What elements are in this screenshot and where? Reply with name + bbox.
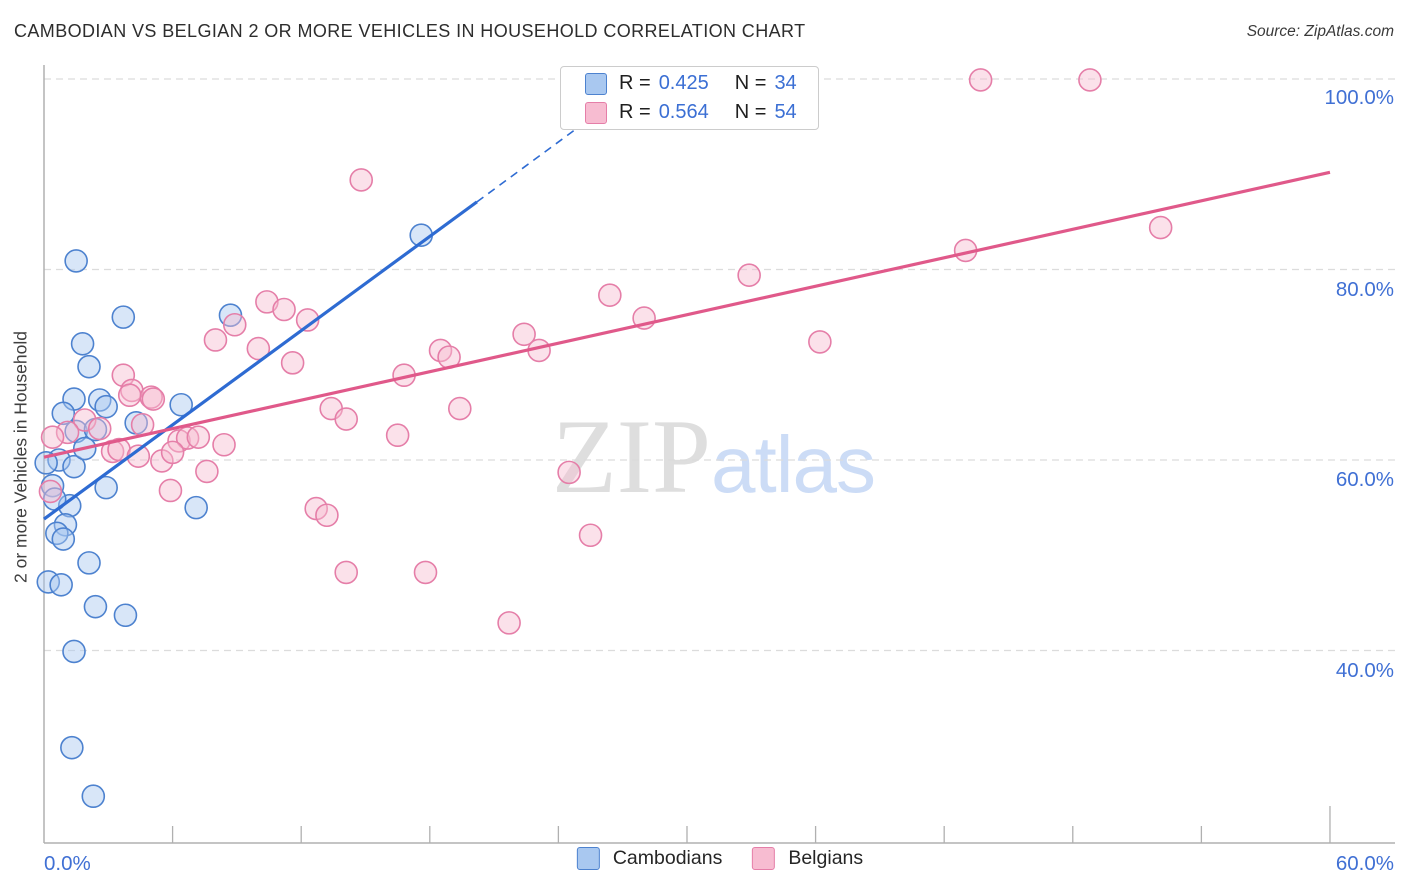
legend-label-belgians: Belgians — [788, 847, 864, 869]
legend-label-cambodians: Cambodians — [612, 847, 723, 869]
cambodians-swatch-icon — [585, 72, 607, 95]
scatter-point-belgians — [222, 312, 247, 337]
scatter-point-cambodians — [94, 475, 118, 500]
correlation-legend-box: R = 0.425 N = 34 R = 0.564 N = 54 — [560, 66, 819, 130]
y-axis-title: 2 or more Vehicles in Household — [10, 331, 31, 583]
y-tick-label-40: 40.0% — [1335, 659, 1394, 682]
scatter-point-belgians — [497, 611, 521, 635]
r-value-belgians: 0.564 — [658, 101, 709, 123]
y-tick-label-100: 100.0% — [1324, 86, 1394, 109]
scatter-point-cambodians — [94, 394, 118, 419]
scatter-point-belgians — [160, 440, 185, 465]
belgians-swatch-icon — [752, 847, 776, 870]
scatter-point-cambodians — [57, 493, 82, 518]
scatter-point-belgians — [280, 351, 305, 375]
scatter-point-cambodians — [34, 451, 58, 475]
scatter-point-belgians — [315, 503, 339, 528]
scatter-point-belgians — [1148, 215, 1173, 240]
y-tick-label-80: 80.0% — [1335, 278, 1394, 301]
scatter-point-belgians — [334, 407, 359, 431]
scatter-point-belgians — [598, 283, 622, 308]
zipatlas-watermark: ZIPatlas — [552, 404, 876, 510]
scatter-point-belgians — [40, 425, 65, 449]
r-label: R = — [619, 101, 651, 123]
scatter-point-belgians — [1078, 68, 1102, 92]
scatter-point-cambodians — [184, 495, 208, 520]
cambodians-swatch-icon — [576, 847, 600, 870]
scatter-point-belgians — [186, 425, 211, 449]
scatter-point-belgians — [55, 420, 80, 445]
legend-item-belgians: Belgians — [752, 847, 863, 870]
scatter-point-cambodians — [113, 603, 138, 628]
source-attribution: Source: ZipAtlas.com — [1246, 23, 1394, 40]
scatter-point-belgians — [72, 408, 97, 432]
scatter-point-cambodians — [60, 735, 84, 760]
scatter-point-cambodians — [70, 331, 95, 356]
n-value-belgians: 54 — [774, 101, 797, 123]
n-value-cambodians: 34 — [774, 72, 797, 94]
scatter-point-cambodians — [77, 551, 101, 575]
scatter-point-belgians — [141, 387, 166, 411]
legend-row-belgians: R = 0.564 N = 54 — [561, 100, 818, 126]
r-value-cambodians: 0.425 — [658, 72, 709, 94]
scatter-point-belgians — [448, 396, 472, 421]
scatter-point-belgians — [512, 322, 536, 347]
n-label: N = — [734, 101, 767, 123]
x-tick-label-60: 60.0% — [1335, 852, 1394, 875]
legend-item-cambodians: Cambodians — [576, 847, 723, 870]
scatter-point-cambodians — [62, 454, 86, 479]
scatter-point-cambodians — [83, 594, 108, 619]
scatter-point-cambodians — [51, 401, 76, 426]
series-legend: Cambodians Belgians — [576, 847, 863, 870]
scatter-point-belgians — [212, 432, 236, 457]
scatter-point-belgians — [385, 423, 410, 448]
scatter-point-belgians — [167, 429, 191, 453]
scatter-point-belgians — [349, 168, 374, 192]
scatter-point-belgians — [968, 68, 993, 92]
scatter-point-belgians — [246, 336, 271, 361]
n-label: N = — [734, 72, 767, 94]
scatter-point-belgians — [578, 523, 603, 548]
trend-line-belgians — [43, 170, 1331, 459]
legend-row-cambodians: R = 0.425 N = 34 — [561, 71, 818, 97]
watermark-atlas-text: atlas — [711, 420, 876, 509]
r-label: R = — [619, 72, 651, 94]
scatter-point-cambodians — [77, 354, 101, 379]
scatter-point-belgians — [737, 263, 761, 288]
scatter-point-cambodians — [111, 305, 136, 329]
scatter-point-belgians — [413, 560, 438, 585]
scatter-point-belgians — [334, 560, 359, 585]
trend-line-cambodians — [43, 200, 478, 521]
scatter-point-belgians — [557, 460, 581, 485]
scatter-point-cambodians — [62, 639, 86, 664]
y-tick-label-60: 60.0% — [1335, 468, 1394, 491]
chart-title: CAMBODIAN VS BELGIAN 2 OR MORE VEHICLES … — [14, 21, 806, 41]
scatter-point-belgians — [195, 459, 219, 484]
scatter-point-belgians — [203, 328, 228, 352]
scatter-point-belgians — [117, 383, 142, 408]
scatter-point-belgians — [87, 416, 112, 441]
scatter-point-belgians — [295, 308, 320, 332]
scatter-point-belgians — [38, 479, 63, 504]
scatter-point-cambodians — [64, 249, 88, 273]
scatter-point-belgians — [255, 290, 279, 314]
belgians-swatch-icon — [585, 101, 607, 124]
scatter-point-cambodians — [51, 527, 76, 551]
scatter-point-belgians — [808, 330, 832, 354]
scatter-point-cambodians — [49, 572, 73, 597]
x-tick-label-0: 0.0% — [44, 852, 91, 875]
scatter-point-cambodians — [81, 784, 106, 809]
scatter-point-cambodians — [169, 392, 193, 417]
scatter-point-cambodians — [87, 388, 112, 412]
watermark-zip-text: ZIP — [552, 398, 711, 515]
scatter-point-belgians — [272, 297, 296, 322]
scatter-point-belgians — [158, 478, 183, 503]
